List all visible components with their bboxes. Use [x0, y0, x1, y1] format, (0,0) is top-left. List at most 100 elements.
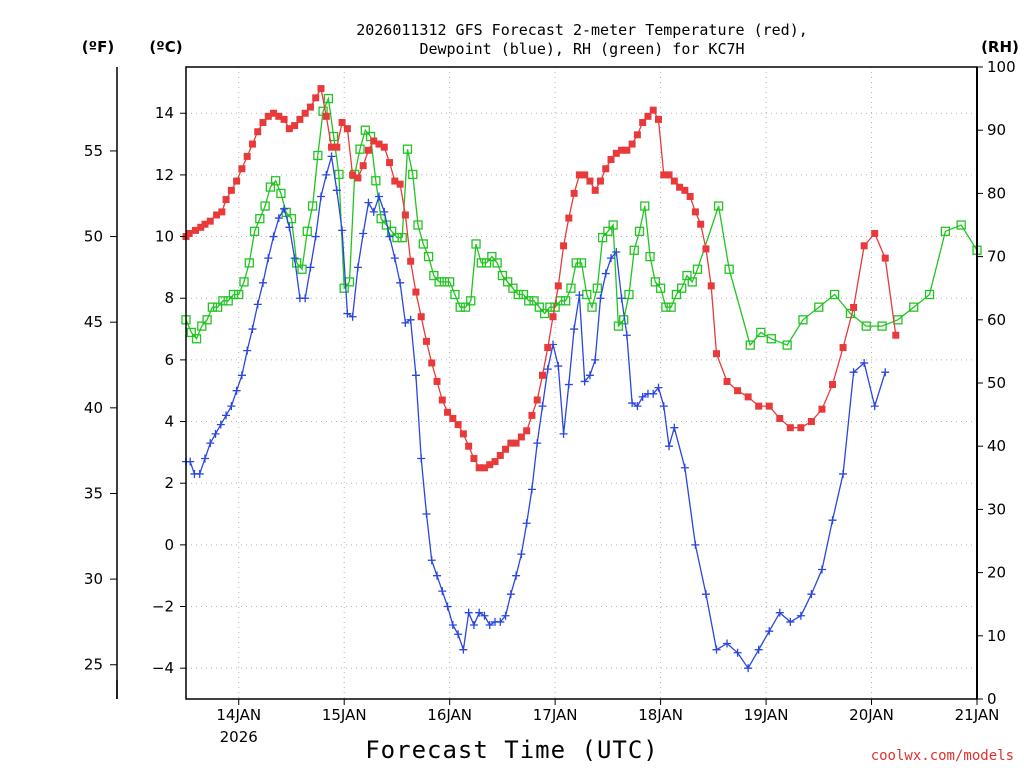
- dewpoint-point: [607, 254, 616, 263]
- rh-tick-label: 0: [987, 690, 997, 708]
- x-tick-label: 14JAN: [216, 706, 261, 724]
- rh-point: [555, 296, 566, 306]
- celsius-tick-label: 6: [164, 351, 174, 369]
- dewpoint-point: [612, 247, 621, 256]
- dewpoint-point: [427, 556, 436, 565]
- rh-point: [218, 296, 228, 306]
- temperature-point: [860, 242, 868, 250]
- temperature-point: [528, 411, 536, 419]
- temperature-point: [248, 140, 256, 148]
- dewpoint-point: [649, 389, 658, 398]
- dewpoint-point: [522, 519, 531, 528]
- dewpoint-point: [454, 630, 463, 639]
- rh-point: [392, 232, 402, 243]
- dewpoint-point: [422, 510, 431, 519]
- rh-point: [371, 176, 381, 186]
- rh-point: [645, 251, 655, 262]
- rh-point: [692, 264, 703, 274]
- temperature-point: [892, 331, 900, 339]
- temperature-point: [517, 433, 525, 441]
- rh-point: [877, 321, 887, 331]
- temperature-point: [296, 115, 304, 123]
- rh-point: [497, 270, 508, 281]
- rh-point: [387, 226, 397, 236]
- dewpoint-point: [733, 648, 742, 657]
- dewpoint-point: [253, 300, 262, 309]
- temperature-point: [523, 427, 531, 435]
- temperature-point: [354, 174, 362, 182]
- rh-point: [471, 239, 481, 249]
- rh-point: [455, 302, 465, 312]
- rh-point: [466, 296, 476, 306]
- temperature-point: [507, 439, 515, 447]
- rh-point: [423, 251, 434, 262]
- temperature-point: [707, 282, 715, 290]
- temperature-point: [734, 387, 742, 395]
- temperature-point: [765, 402, 773, 410]
- rh-point: [276, 188, 286, 199]
- rh-point: [265, 182, 276, 192]
- dewpoint-point: [280, 204, 289, 213]
- temperature-point: [496, 451, 504, 459]
- rh-line: [185, 96, 978, 347]
- dewpoint-point: [322, 170, 331, 179]
- rh-point: [745, 340, 755, 350]
- temperature-point: [428, 359, 436, 367]
- temperature-point: [697, 220, 705, 228]
- temperature-point: [660, 171, 668, 179]
- temperature-point: [818, 405, 826, 413]
- rh-point: [223, 296, 233, 306]
- dewpoint-point: [765, 627, 774, 636]
- temperature-point: [291, 122, 299, 130]
- temperature-point: [618, 146, 626, 154]
- fahrenheit-tick-label: 25: [84, 656, 103, 674]
- dewpoint-point: [195, 469, 204, 478]
- temperature-point: [322, 112, 330, 120]
- x-axis-title: Forecast Time (UTC): [365, 736, 659, 764]
- rh-point: [355, 144, 365, 154]
- dewpoint-point: [433, 571, 442, 580]
- dewpoint-point: [332, 186, 341, 195]
- temperature-point: [639, 118, 647, 126]
- x-tick-label: 17JAN: [533, 706, 578, 724]
- celsius-tick-label: 0: [164, 536, 174, 554]
- dewpoint-point: [828, 516, 837, 525]
- rh-point: [545, 302, 555, 312]
- x-tick-label: 16JAN: [427, 706, 472, 724]
- rh-point: [924, 289, 935, 300]
- rh-point: [624, 289, 634, 300]
- dewpoint-point: [575, 291, 584, 300]
- dewpoint-point: [237, 371, 246, 380]
- temperature-point: [797, 424, 805, 432]
- rh-point: [613, 321, 624, 331]
- rh-point: [197, 321, 207, 331]
- temperature-point: [412, 288, 420, 296]
- dewpoint-point: [554, 362, 563, 371]
- rh-point: [397, 232, 407, 243]
- rh-point: [561, 296, 571, 306]
- temperature-point: [386, 159, 394, 167]
- fahrenheit-tick-label: 50: [84, 228, 103, 246]
- temperature-point: [197, 223, 205, 231]
- dewpoint-point: [517, 550, 526, 559]
- dewpoint-point: [248, 325, 257, 334]
- rh-point: [829, 289, 840, 300]
- rh-point: [244, 258, 254, 268]
- plot-frame: [185, 66, 978, 700]
- celsius-axis-unit: (ºC): [149, 38, 182, 56]
- rh-point: [655, 283, 666, 293]
- dewpoint-point: [506, 590, 515, 599]
- rh-point: [460, 302, 471, 312]
- rh-point: [671, 289, 682, 300]
- dewpoint-point: [469, 621, 478, 630]
- temperature-point: [807, 418, 815, 426]
- temperature-point: [786, 424, 794, 432]
- dewpoint-point: [496, 617, 505, 626]
- dewpoint-point: [448, 621, 457, 630]
- temperature-point: [317, 85, 325, 93]
- rh-point: [634, 226, 645, 236]
- rh-point: [191, 334, 202, 344]
- temperature-line: [185, 86, 897, 469]
- temperature-point: [401, 211, 409, 219]
- temperature-point: [254, 128, 262, 136]
